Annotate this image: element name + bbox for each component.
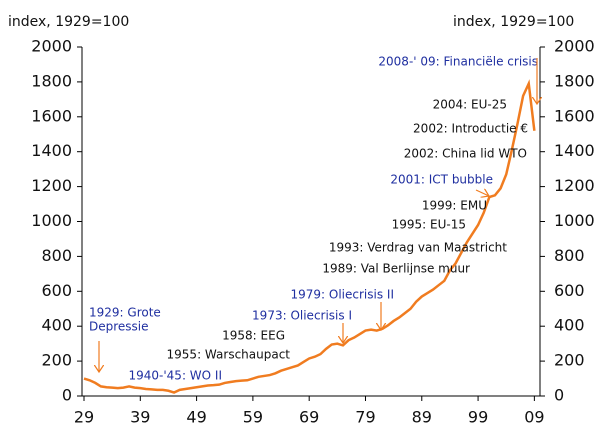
annotation: 1993: Verdrag van Maastricht xyxy=(329,241,507,255)
annotation: 1958: EEG xyxy=(222,329,285,343)
y-tick-label: 800 xyxy=(41,246,72,265)
annotation: 2002: Introductie € xyxy=(413,122,528,136)
y-tick-label: 1200 xyxy=(31,176,72,195)
y2-axis-label: index, 1929=100 xyxy=(453,14,574,30)
annotation: 2001: ICT bubble xyxy=(390,173,493,187)
annotation: 1973: Oliecrisis I xyxy=(252,309,352,323)
annotation: 1995: EU-15 xyxy=(392,218,466,232)
annotation: 2004: EU-25 xyxy=(433,98,507,112)
annotation: 1999: EMU xyxy=(422,199,487,213)
y2-tick-label: 2000 xyxy=(554,37,595,56)
x-tick-label: 29 xyxy=(74,408,94,427)
y-tick-label: 0 xyxy=(62,386,72,405)
x-tick-label: 09 xyxy=(524,408,544,427)
x-tick-label: 59 xyxy=(243,408,263,427)
y2-tick-label: 600 xyxy=(554,281,585,300)
annotation: 1955: Warschaupact xyxy=(167,348,291,362)
y-tick-label: 400 xyxy=(41,316,72,335)
y2-tick-label: 1000 xyxy=(554,211,595,230)
x-tick-label: 79 xyxy=(355,408,375,427)
annotation: 1929: Grote xyxy=(89,306,161,320)
y2-tick-label: 200 xyxy=(554,351,585,370)
annotation: 2008-' 09: Financiële crisis xyxy=(378,55,538,69)
y2-tick-label: 1400 xyxy=(554,141,595,160)
y-tick-label: 2000 xyxy=(31,37,72,56)
y-tick-label: 1400 xyxy=(31,141,72,160)
x-tick-label: 99 xyxy=(468,408,488,427)
data-line xyxy=(83,79,536,394)
annotation-arrow xyxy=(475,190,489,196)
x-tick-label: 89 xyxy=(412,408,432,427)
y2-tick-label: 0 xyxy=(554,386,564,405)
y2-tick-label: 1800 xyxy=(554,71,595,90)
y-tick-label: 1000 xyxy=(31,211,72,230)
annotation: Depressie xyxy=(89,320,149,334)
y-tick-label: 600 xyxy=(41,281,72,300)
y-tick-label: 1800 xyxy=(31,71,72,90)
y-tick-label: 200 xyxy=(41,351,72,370)
x-tick-label: 39 xyxy=(130,408,150,427)
annotation: 2002: China lid WTO xyxy=(404,147,527,161)
x-tick-label: 69 xyxy=(299,408,319,427)
annotation: 1979: Oliecrisis II xyxy=(291,288,395,302)
annotation: 1940-'45: WO II xyxy=(129,369,223,383)
y2-tick-label: 1600 xyxy=(554,106,595,125)
y2-tick-label: 400 xyxy=(554,316,585,335)
y2-tick-label: 800 xyxy=(554,246,585,265)
annotation: 1989: Val Berlijnse muur xyxy=(322,262,470,276)
y2-tick-label: 1200 xyxy=(554,176,595,195)
y-tick-label: 1600 xyxy=(31,106,72,125)
x-tick-label: 49 xyxy=(186,408,206,427)
y-axis-label: index, 1929=100 xyxy=(8,14,129,30)
